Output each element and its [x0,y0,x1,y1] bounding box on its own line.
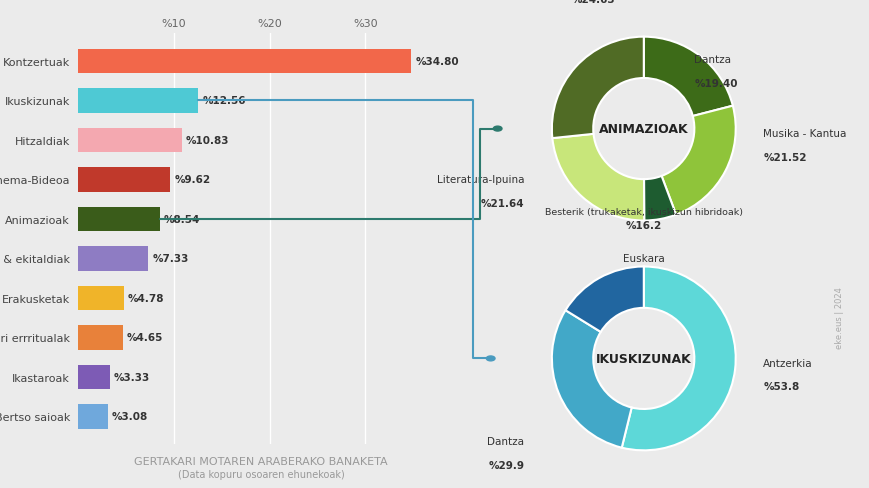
Bar [78,49,411,74]
Bar [78,325,123,350]
Bar [78,286,124,310]
Text: %5.22: %5.22 [625,267,661,277]
Bar [78,128,182,153]
Text: %7.33: %7.33 [152,254,189,264]
Text: IKUSKIZUNAK: IKUSKIZUNAK [595,352,691,365]
Text: %53.8: %53.8 [762,382,799,391]
Bar [78,168,170,192]
Text: %4.65: %4.65 [127,333,163,343]
Text: Musika - Kantua: Musika - Kantua [762,128,846,139]
Text: %3.33: %3.33 [114,372,150,382]
Text: Dantza: Dantza [693,55,731,65]
Text: (Data kopuru osoaren ehunekoak): (Data kopuru osoaren ehunekoak) [177,469,344,479]
Bar [78,207,160,232]
Bar [78,89,198,113]
Bar [78,365,110,389]
Bar [78,246,149,271]
Text: %21.52: %21.52 [762,152,806,162]
Wedge shape [660,106,735,215]
Text: %3.08: %3.08 [111,411,148,422]
Text: %16.2: %16.2 [625,220,661,230]
Wedge shape [643,38,732,117]
Text: Literatura-Ipuina: Literatura-Ipuina [436,174,524,184]
Text: %21.64: %21.64 [480,198,524,208]
Text: GERTAKARI MOTAREN ARABERAKO BANAKETA: GERTAKARI MOTAREN ARABERAKO BANAKETA [134,456,388,466]
Text: %10.83: %10.83 [186,136,229,145]
Text: %9.62: %9.62 [174,175,210,185]
Text: eke.eus | 2024: eke.eus | 2024 [834,286,843,348]
Text: Antzerkia: Antzerkia [762,358,812,368]
Wedge shape [552,135,643,221]
Text: Dantza: Dantza [487,436,524,446]
Text: Euskara: Euskara [622,253,664,263]
Text: %29.9: %29.9 [488,460,524,469]
Text: %34.80: %34.80 [415,57,458,67]
Text: Besterik (trukaketak, ikuskizun hibridoak): Besterik (trukaketak, ikuskizun hibridoa… [544,207,742,217]
Wedge shape [551,38,643,139]
Text: %19.40: %19.40 [693,79,737,89]
Text: %4.78: %4.78 [128,293,164,303]
Wedge shape [621,267,735,450]
Text: %24.63: %24.63 [571,0,614,5]
Text: %12.56: %12.56 [202,96,246,106]
Wedge shape [643,177,675,221]
Wedge shape [565,267,643,332]
Wedge shape [551,310,631,448]
Text: %8.54: %8.54 [163,214,200,224]
Text: ANIMAZIOAK: ANIMAZIOAK [598,123,688,136]
Bar [78,404,108,429]
